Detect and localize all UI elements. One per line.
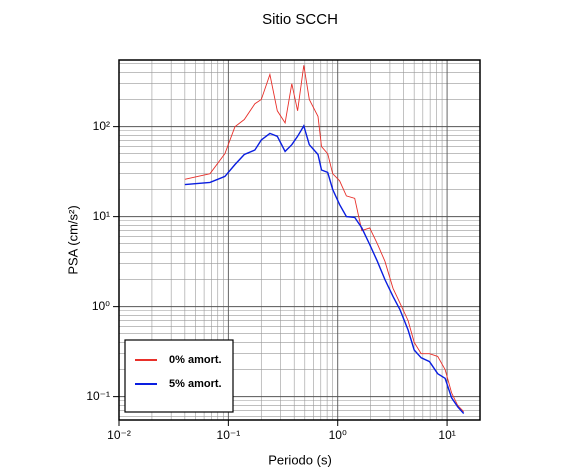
y-tick-label: 10¹ [93,209,110,223]
x-tick-label: 10⁻¹ [217,428,241,442]
x-tick-label: 10⁻² [107,428,131,442]
y-tick-label: 10² [93,119,110,133]
plot-frame [118,59,481,421]
x-tick-label: 10¹ [438,428,455,442]
x-tick-label: 10⁰ [329,428,347,442]
series-line [184,124,465,414]
x-axis-label: Periodo (s) [268,452,332,467]
legend-label: 0% amort. [169,354,222,366]
chart-title: Sitio SCCH [262,11,338,28]
legend-box [124,339,234,413]
series-line [184,65,465,413]
y-tick-label: 10⁻¹ [86,389,110,403]
y-axis-label: PSA (cm/s²) [65,205,80,274]
legend-label: 5% amort. [169,378,222,390]
y-tick-label: 10⁰ [92,299,110,313]
